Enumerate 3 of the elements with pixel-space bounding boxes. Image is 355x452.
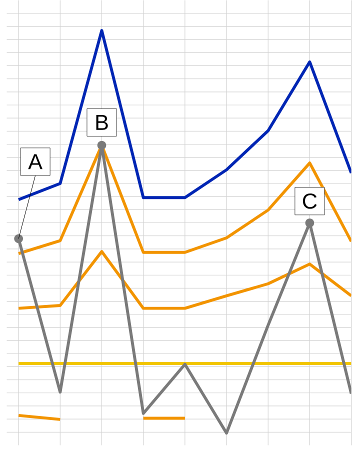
annotation: C	[303, 193, 317, 209]
annotation: B	[96, 114, 108, 130]
annotation: A	[28, 154, 43, 170]
